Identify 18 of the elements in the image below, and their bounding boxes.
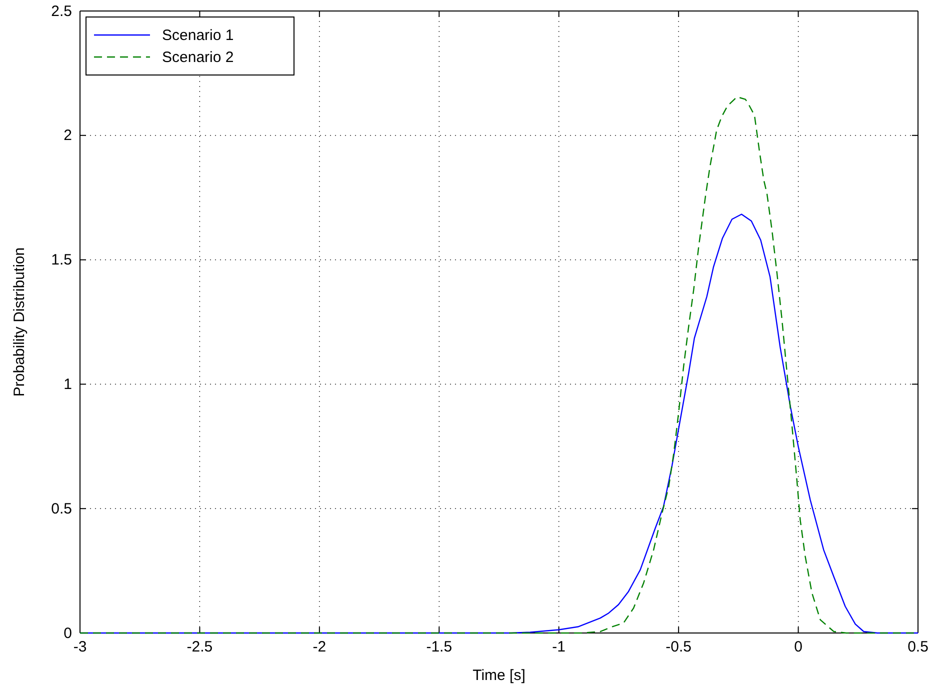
x-tick-label: 0	[794, 638, 802, 656]
x-tick-label: 0.5	[908, 638, 928, 656]
x-tick-label: -1	[552, 638, 566, 656]
legend-label: Scenario 1	[162, 27, 234, 44]
x-axis-title: Time [s]	[472, 667, 526, 684]
y-tick-label: 1	[64, 376, 72, 393]
y-tick-label: 0.5	[51, 500, 72, 518]
y-tick-label: 2.5	[51, 2, 72, 20]
legend-label: Scenario 2	[162, 49, 234, 66]
x-tick-label: -2	[312, 638, 326, 656]
y-tick-label: 0	[64, 624, 72, 642]
y-tick-label: 1.5	[51, 252, 72, 269]
x-tick-label: -1.5	[426, 638, 452, 656]
x-tick-label: -3	[73, 638, 87, 656]
y-tick-label: 2	[64, 127, 72, 144]
y-axis-title: Probability Distribution	[11, 247, 28, 397]
x-tick-label: -0.5	[666, 638, 692, 656]
x-tick-label: -2.5	[186, 638, 213, 656]
